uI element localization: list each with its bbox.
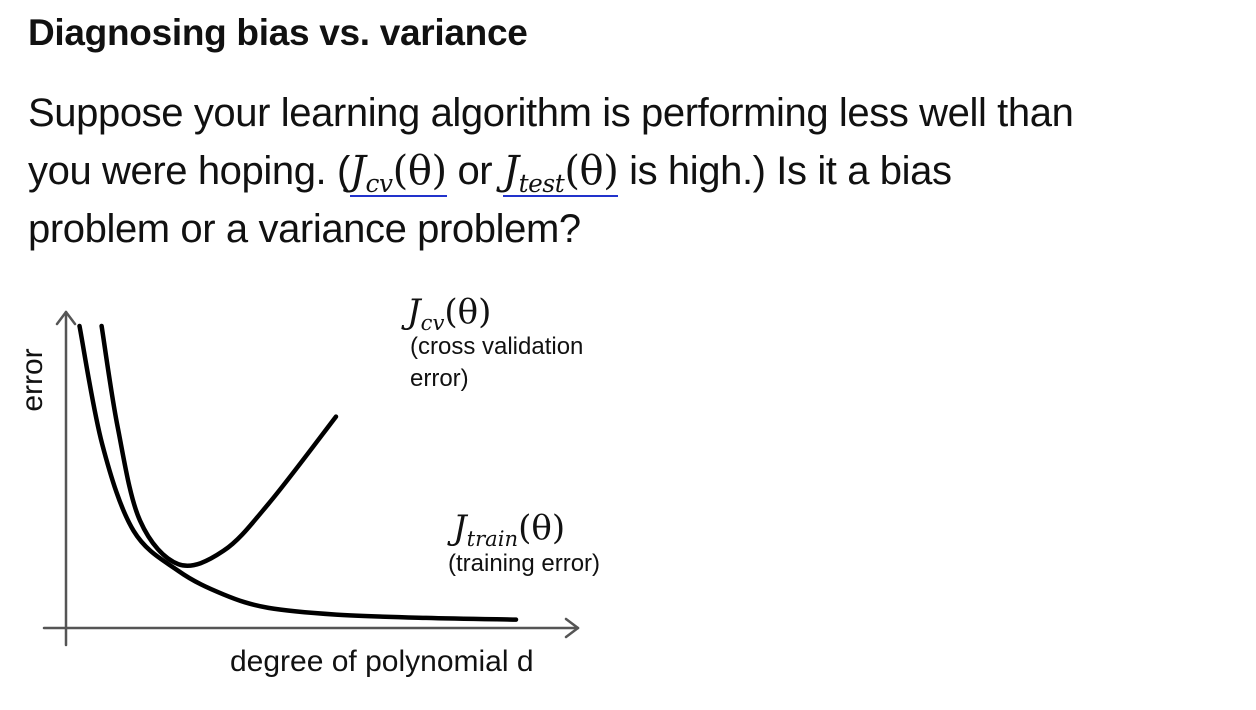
cv-desc-line-1: (cross validation xyxy=(410,333,584,360)
cv-label-sub: cv xyxy=(420,309,445,335)
x-axis-arrowhead xyxy=(564,617,580,639)
jtest-base: J xyxy=(502,148,519,194)
question-line-3: problem or a variance problem? xyxy=(28,207,581,251)
question-text: Suppose your learning algorithm is perfo… xyxy=(28,84,1243,258)
jcv-sub: cv xyxy=(365,168,394,198)
cv-label-base: J xyxy=(407,292,421,332)
cv-error-curve xyxy=(99,323,339,568)
or-text: or xyxy=(446,149,503,193)
question-line-1: Suppose your learning algorithm is perfo… xyxy=(28,91,1074,135)
series-label-cv: Jcv(θ) xyxy=(407,292,492,335)
jtest-underline: Jtest(θ) xyxy=(502,148,619,197)
train-desc-line-1: (training error) xyxy=(448,550,601,577)
cv-label-arg: (θ) xyxy=(444,292,492,332)
series-desc-cv: (cross validation error) xyxy=(410,331,583,395)
cv-desc-line-2: error) xyxy=(410,365,469,392)
slide-title: Diagnosing bias vs. variance xyxy=(28,12,528,53)
jtest-sub: test xyxy=(518,168,565,198)
jcv-base: J xyxy=(349,148,366,194)
series-label-train: Jtrain(θ) xyxy=(453,508,566,551)
train-label-sub: train xyxy=(466,525,519,551)
jcv-arg: (θ) xyxy=(392,148,447,194)
x-axis-label: degree of polynomial d xyxy=(230,645,534,678)
train-label-base: J xyxy=(453,508,467,548)
jcv-math: Jcv(θ) xyxy=(349,148,447,197)
train-label-arg: (θ) xyxy=(518,508,566,548)
y-axis-arrowhead xyxy=(55,310,77,326)
train-error-curve xyxy=(77,323,519,622)
curves xyxy=(77,323,519,622)
question-line-2-suffix: is high.) Is it a bias xyxy=(618,149,952,193)
jtest-math: Jtest(θ) xyxy=(502,148,619,197)
y-axis-label: error xyxy=(16,348,49,412)
axes xyxy=(42,310,580,647)
series-desc-train: (training error) xyxy=(448,548,600,580)
jtest-arg: (θ) xyxy=(564,148,619,194)
question-line-2-prefix: you were hoping. ( xyxy=(28,149,350,193)
jcv-underline: Jcv(θ) xyxy=(349,148,447,197)
